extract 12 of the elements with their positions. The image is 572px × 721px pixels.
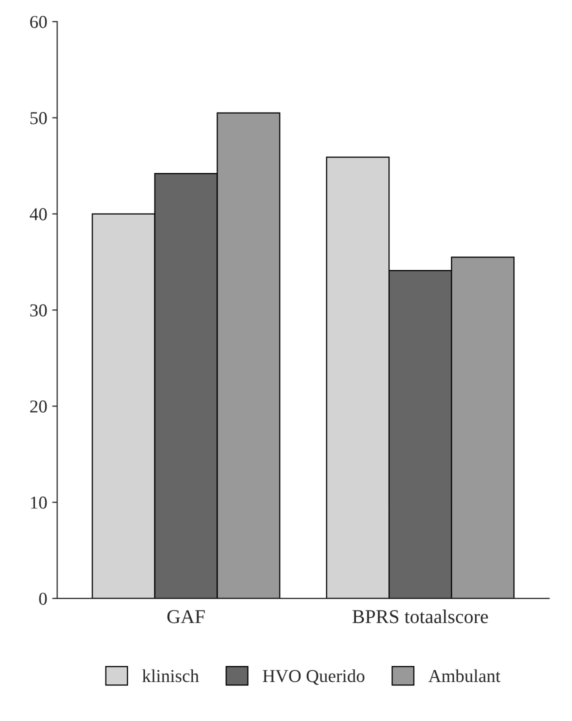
x-tick-label: BPRS totaalscore [352,610,488,624]
y-tick-label: 30 [30,304,47,316]
y-tick-label: 10 [31,496,47,509]
y-tick-label: 60 [30,16,47,28]
legend-label: klinisch [142,669,199,682]
y-tick-label: 0 [39,592,47,605]
legend-label: Ambulant [428,669,500,682]
legend-label: HVO Querido [262,669,364,685]
y-tick-label: 40 [30,208,47,220]
y-tick-label: 50 [30,112,47,124]
x-tick-label: GAF [167,610,205,624]
y-tick-label: 20 [30,400,47,413]
